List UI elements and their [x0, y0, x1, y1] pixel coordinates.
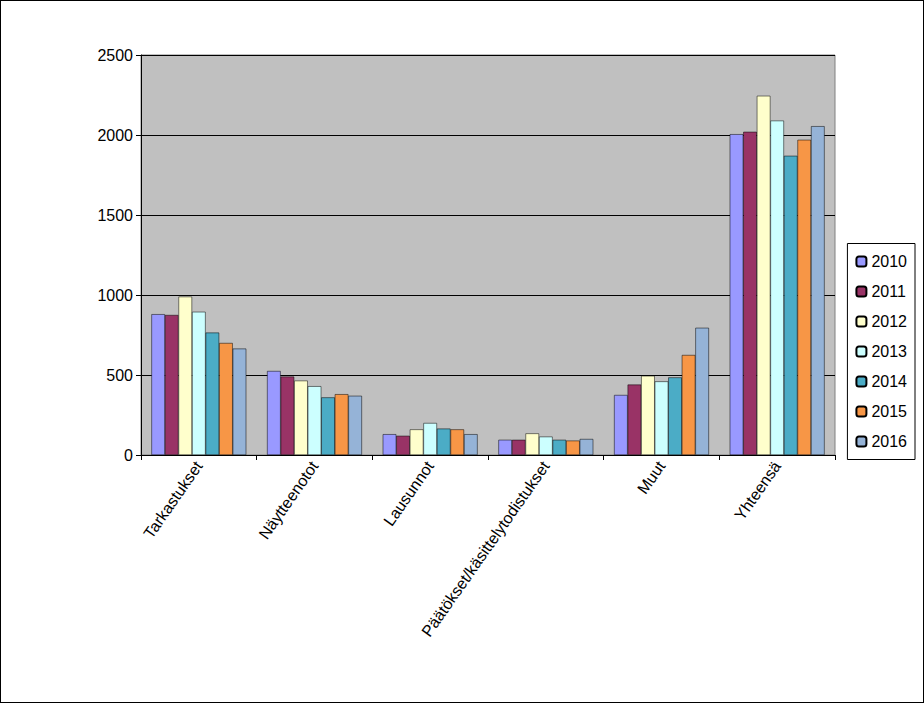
- svg-text:2011: 2011: [871, 283, 906, 300]
- svg-text:2013: 2013: [871, 343, 907, 360]
- svg-text:Näytteenotot: Näytteenotot: [255, 458, 321, 543]
- svg-text:1000: 1000: [97, 287, 133, 304]
- svg-text:Lausunnot: Lausunnot: [380, 458, 437, 529]
- svg-text:Päätökset/käsittelytodistukset: Päätökset/käsittelytodistukset: [418, 458, 553, 640]
- svg-text:2014: 2014: [871, 373, 907, 390]
- svg-text:1500: 1500: [97, 207, 133, 224]
- svg-text:2012: 2012: [871, 313, 907, 330]
- svg-text:Muut: Muut: [634, 458, 669, 497]
- svg-text:Yhteensä: Yhteensä: [731, 458, 784, 523]
- svg-text:2500: 2500: [97, 47, 133, 64]
- svg-text:2010: 2010: [871, 253, 907, 270]
- svg-text:2016: 2016: [871, 433, 907, 450]
- svg-text:Tarkastukset: Tarkastukset: [140, 458, 206, 542]
- svg-text:500: 500: [106, 367, 133, 384]
- svg-text:2000: 2000: [97, 127, 133, 144]
- svg-text:2015: 2015: [871, 403, 907, 420]
- svg-text:0: 0: [124, 447, 133, 464]
